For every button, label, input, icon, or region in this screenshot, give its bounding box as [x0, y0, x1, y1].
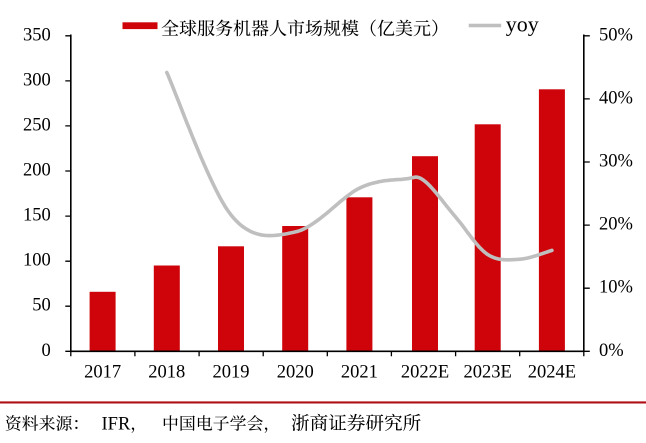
- svg-text:0: 0: [42, 341, 51, 361]
- svg-text:50: 50: [32, 296, 51, 316]
- svg-text:2022E: 2022E: [401, 363, 449, 383]
- svg-text:2021: 2021: [341, 363, 378, 383]
- svg-text:10%: 10%: [599, 278, 633, 298]
- svg-text:100: 100: [23, 251, 51, 271]
- svg-text:2017: 2017: [84, 363, 121, 383]
- svg-text:IFR: IFR: [102, 415, 131, 435]
- svg-text:30%: 30%: [599, 152, 633, 172]
- svg-text:2024E: 2024E: [528, 363, 576, 383]
- svg-text:50%: 50%: [599, 25, 633, 45]
- svg-text:2019: 2019: [213, 363, 250, 383]
- svg-text:250: 250: [23, 115, 51, 135]
- svg-text:yoy: yoy: [506, 12, 539, 37]
- svg-text:150: 150: [23, 206, 51, 226]
- svg-text:2023E: 2023E: [464, 363, 512, 383]
- svg-text:20%: 20%: [599, 215, 633, 235]
- svg-text:200: 200: [23, 161, 51, 181]
- svg-text:300: 300: [23, 70, 51, 90]
- svg-text:2020: 2020: [277, 363, 314, 383]
- svg-text:2018: 2018: [148, 363, 185, 383]
- svg-text:0%: 0%: [599, 341, 624, 361]
- svg-text:350: 350: [23, 25, 51, 45]
- svg-text:40%: 40%: [599, 88, 633, 108]
